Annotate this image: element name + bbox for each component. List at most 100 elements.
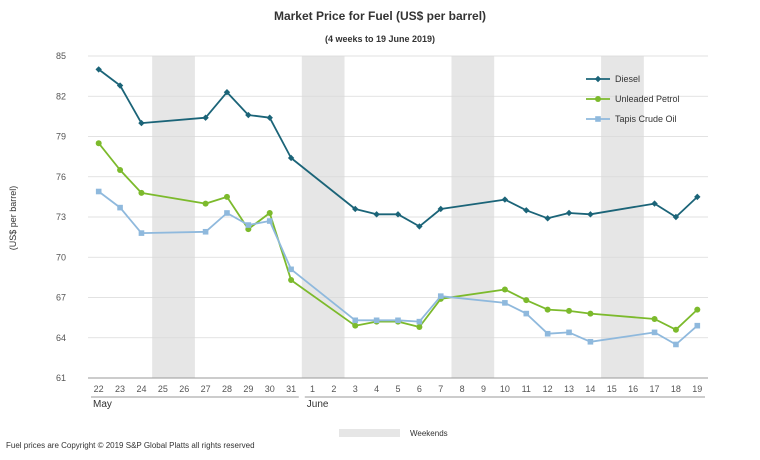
data-point-tapis-crude-oil: [395, 317, 401, 324]
data-point-diesel: [245, 111, 252, 119]
data-point-tapis-crude-oil: [694, 322, 701, 329]
data-point-tapis-crude-oil: [502, 300, 508, 306]
data-point-diesel: [287, 154, 295, 162]
data-point-tapis-crude-oil: [587, 338, 594, 345]
x-tick-label: 8: [460, 384, 465, 394]
x-tick-label: 11: [522, 384, 531, 394]
x-tick-label: 4: [374, 384, 379, 394]
x-tick-label: 17: [650, 384, 660, 394]
x-tick-label: 26: [179, 384, 189, 394]
legend-label-tapis-crude-oil: Tapis Crude Oil: [615, 114, 677, 124]
y-tick-label: 64: [56, 333, 66, 343]
x-tick-label: 12: [543, 384, 553, 394]
data-point-diesel: [694, 193, 701, 201]
x-tick-label: 27: [201, 384, 211, 394]
x-tick-label: 15: [607, 384, 617, 394]
data-point-unleaded-petrol: [138, 189, 145, 196]
data-point-tapis-crude-oil: [288, 266, 294, 273]
legend-label-diesel: Diesel: [615, 74, 640, 84]
data-point-unleaded-petrol: [352, 322, 359, 329]
y-tick-label: 67: [56, 293, 66, 303]
x-tick-label: 7: [438, 384, 443, 394]
x-tick-label: 16: [628, 384, 638, 394]
x-tick-label: 24: [136, 384, 146, 394]
data-point-unleaded-petrol: [544, 306, 551, 313]
y-tick-label: 73: [56, 212, 66, 222]
month-label-may: May: [93, 399, 112, 410]
y-axis-label: (US$ per barrel): [8, 186, 18, 251]
data-point-diesel: [565, 209, 573, 217]
data-point-unleaded-petrol: [651, 315, 658, 322]
data-point-unleaded-petrol: [202, 200, 209, 207]
data-point-diesel: [587, 211, 594, 218]
data-point-unleaded-petrol: [117, 167, 124, 174]
y-tick-label: 79: [56, 132, 66, 142]
data-point-diesel: [138, 119, 145, 127]
data-point-unleaded-petrol: [523, 297, 530, 304]
month-label-june: June: [307, 399, 329, 410]
data-point-unleaded-petrol: [566, 307, 573, 314]
data-point-unleaded-petrol: [694, 306, 701, 313]
data-point-diesel: [266, 114, 273, 121]
y-tick-label: 82: [56, 91, 66, 101]
data-point-unleaded-petrol: [223, 193, 230, 200]
x-tick-label: 22: [94, 384, 104, 394]
weekends-legend-label: Weekends: [410, 429, 448, 438]
x-tick-label: 1: [310, 384, 315, 394]
x-tick-label: 18: [671, 384, 681, 394]
data-point-unleaded-petrol: [587, 310, 594, 317]
data-point-tapis-crude-oil: [673, 341, 679, 348]
data-point-tapis-crude-oil: [138, 230, 145, 236]
data-point-diesel: [223, 89, 231, 96]
legend: Diesel Unleaded Petrol Tapis Crude Oil: [586, 74, 680, 124]
data-point-tapis-crude-oil: [544, 330, 551, 337]
data-point-unleaded-petrol: [266, 209, 273, 216]
data-point-diesel: [523, 207, 530, 214]
data-point-unleaded-petrol: [416, 324, 423, 331]
data-point-tapis-crude-oil: [651, 329, 658, 336]
x-tick-label: 25: [158, 384, 168, 394]
data-point-tapis-crude-oil: [202, 228, 209, 235]
x-tick-label: 13: [564, 384, 574, 394]
data-point-diesel: [95, 66, 102, 73]
legend-label-unleaded-petrol: Unleaded Petrol: [615, 94, 680, 104]
weekends-legend-swatch: [339, 429, 400, 437]
x-tick-label: 2: [331, 384, 336, 394]
chart-subtitle: (4 weeks to 19 June 2019): [325, 34, 435, 44]
data-point-tapis-crude-oil: [352, 317, 359, 324]
data-point-tapis-crude-oil: [266, 218, 273, 224]
data-point-tapis-crude-oil: [523, 310, 530, 317]
y-tick-label: 70: [56, 252, 66, 262]
data-point-diesel: [202, 114, 209, 121]
data-point-diesel: [437, 205, 444, 213]
series-lines: [95, 66, 701, 348]
data-point-tapis-crude-oil: [373, 317, 380, 324]
x-tick-label: 29: [243, 384, 253, 394]
x-tick-label: 5: [395, 384, 400, 394]
legend-marker-diesel: [594, 75, 602, 83]
data-point-unleaded-petrol: [288, 277, 295, 284]
data-point-tapis-crude-oil: [416, 318, 423, 325]
data-point-diesel: [394, 211, 402, 218]
chart-title: Market Price for Fuel (US$ per barrel): [274, 9, 486, 23]
data-point-tapis-crude-oil: [95, 188, 102, 195]
y-tick-label: 76: [56, 172, 66, 182]
data-point-unleaded-petrol: [95, 140, 102, 147]
legend-marker-tapis-crude-oil: [595, 116, 601, 122]
x-tick-label: 14: [585, 384, 595, 394]
data-point-tapis-crude-oil: [224, 210, 230, 216]
y-tick-label: 85: [56, 51, 66, 61]
data-point-tapis-crude-oil: [437, 293, 444, 299]
x-tick-label: 6: [417, 384, 422, 394]
data-point-diesel: [672, 213, 680, 221]
x-tick-label: 28: [222, 384, 232, 394]
data-point-unleaded-petrol: [501, 286, 508, 293]
data-point-diesel: [352, 205, 359, 213]
legend-marker-unleaded-petrol: [595, 96, 601, 102]
data-point-diesel: [501, 196, 509, 203]
data-point-diesel: [651, 200, 658, 207]
copyright-footer: Fuel prices are Copyright © 2019 S&P Glo…: [6, 441, 255, 450]
x-tick-label: 3: [353, 384, 358, 394]
